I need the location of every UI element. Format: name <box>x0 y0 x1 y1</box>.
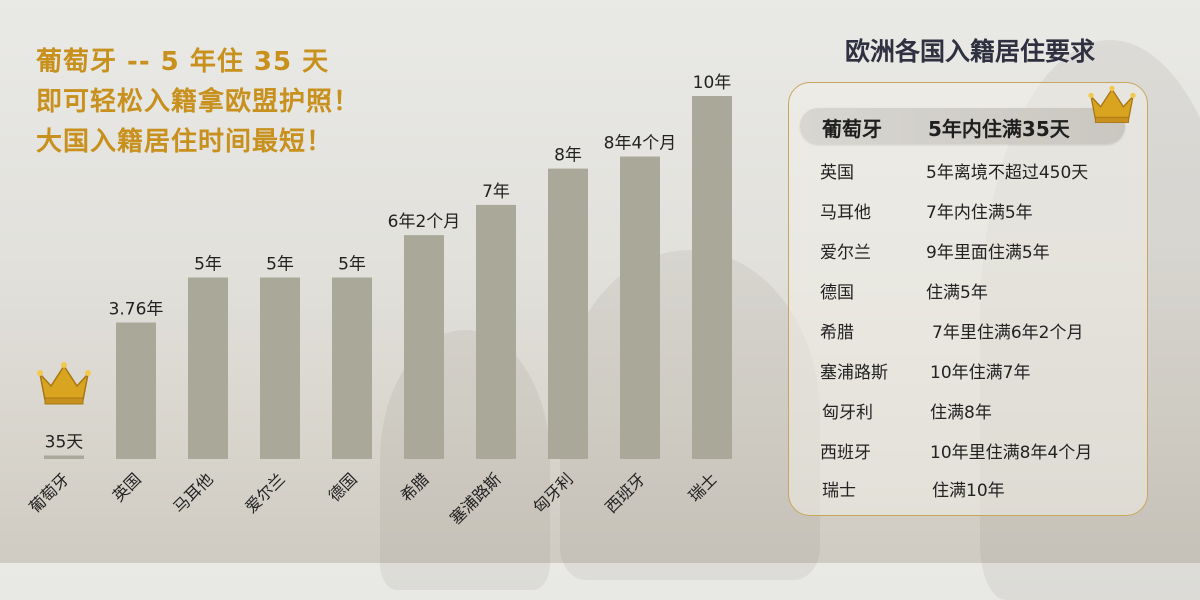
category-label-4: 德国 <box>325 469 361 505</box>
data-label-9: 10年 <box>693 73 732 93</box>
category-label-3: 爱尔兰 <box>241 469 288 516</box>
headline: 葡萄牙 -- 5 年住 35 天 即可轻松入籍拿欧盟护照！ 大国入籍居住时间最短… <box>36 42 360 162</box>
category-label-6: 塞浦路斯 <box>446 469 505 528</box>
row-country: 德国 <box>820 283 854 303</box>
bar-2 <box>188 277 228 459</box>
bar-7 <box>548 168 588 459</box>
crown-icon <box>1088 85 1136 123</box>
row-country: 马耳他 <box>820 203 871 223</box>
bar-1 <box>116 322 156 459</box>
headline-line-1: 葡萄牙 -- 5 年住 35 天 <box>36 47 330 77</box>
row-requirement: 住满10年 <box>932 481 1005 501</box>
data-label-6: 7年 <box>482 182 510 202</box>
table-row: 希腊 7年里住满6年2个月 <box>818 318 1138 348</box>
category-label-2: 马耳他 <box>169 469 216 516</box>
row-country: 匈牙利 <box>822 403 873 423</box>
data-label-8: 8年4个月 <box>604 134 677 154</box>
row-country: 希腊 <box>820 323 854 343</box>
headline-line-3: 大国入籍居住时间最短！ <box>36 127 334 157</box>
data-label-0: 35天 <box>45 433 84 453</box>
bar-5 <box>404 235 444 459</box>
header-country: 葡萄牙 <box>822 117 882 141</box>
row-country: 英国 <box>820 163 854 183</box>
data-label-5: 6年2个月 <box>388 212 461 232</box>
table-row: 塞浦路斯 10年住满7年 <box>818 358 1138 388</box>
crown-icon <box>37 362 91 405</box>
category-label-5: 希腊 <box>397 469 433 505</box>
table-row: 英国 5年离境不超过450天 <box>818 158 1138 188</box>
bar-4 <box>332 277 372 459</box>
bar-3 <box>260 277 300 459</box>
bar-9 <box>692 96 732 459</box>
table-row: 德国 住满5年 <box>818 278 1138 308</box>
bar-0 <box>44 455 84 459</box>
bar-6 <box>476 204 516 459</box>
data-label-7: 8年 <box>554 146 582 166</box>
row-requirement: 7年内住满5年 <box>926 203 1033 223</box>
table-row: 西班牙 10年里住满8年4个月 <box>818 438 1138 468</box>
row-requirement: 5年离境不超过450天 <box>926 163 1089 183</box>
table-row: 瑞士 住满10年 <box>818 476 1138 506</box>
category-label-1: 英国 <box>109 469 145 505</box>
row-requirement: 9年里面住满5年 <box>926 243 1050 263</box>
table-row: 爱尔兰 9年里面住满5年 <box>818 238 1138 268</box>
data-label-4: 5年 <box>338 255 366 275</box>
row-requirement: 住满5年 <box>926 283 988 303</box>
row-country: 西班牙 <box>820 443 871 463</box>
table-title: 欧洲各国入籍居住要求 <box>844 37 1095 66</box>
row-country: 爱尔兰 <box>820 243 871 263</box>
requirements-table <box>788 82 1148 516</box>
row-country: 塞浦路斯 <box>820 363 888 383</box>
row-requirement: 住满8年 <box>930 403 992 423</box>
category-label-0: 葡萄牙 <box>25 469 72 516</box>
table-row: 匈牙利 住满8年 <box>818 398 1138 428</box>
data-label-1: 3.76年 <box>109 300 164 320</box>
table-row: 马耳他 7年内住满5年 <box>818 198 1138 228</box>
background-rock <box>560 250 820 580</box>
data-label-2: 5年 <box>194 255 222 275</box>
header-requirement: 5年内住满35天 <box>928 117 1070 141</box>
category-label-7: 匈牙利 <box>529 469 576 516</box>
row-requirement: 10年里住满8年4个月 <box>930 443 1093 463</box>
data-label-3: 5年 <box>266 255 294 275</box>
table-header-row: 葡萄牙 5年内住满35天 <box>800 108 1125 144</box>
row-requirement: 10年住满7年 <box>930 363 1031 383</box>
headline-line-2: 即可轻松入籍拿欧盟护照！ <box>36 87 361 117</box>
category-label-8: 西班牙 <box>601 469 648 516</box>
row-country: 瑞士 <box>822 481 856 501</box>
row-requirement: 7年里住满6年2个月 <box>932 323 1084 343</box>
category-label-9: 瑞士 <box>685 469 721 505</box>
bar-8 <box>620 156 660 460</box>
